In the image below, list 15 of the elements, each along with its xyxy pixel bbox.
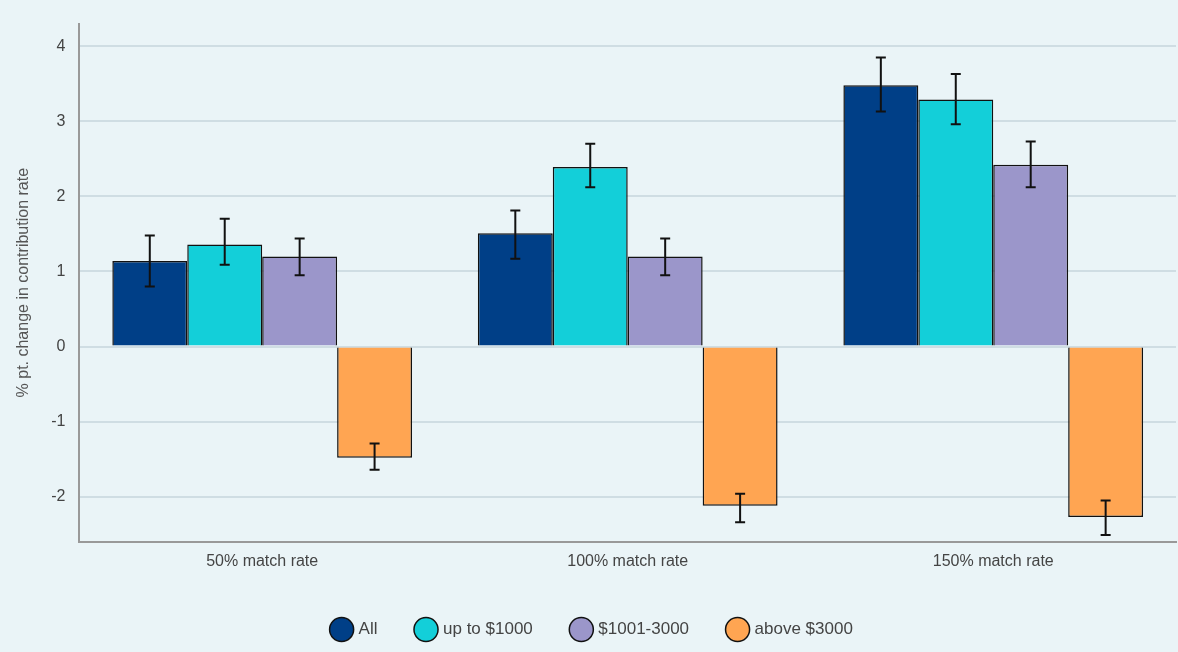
y-tick-label: 1 [56, 261, 66, 279]
y-tick-label: 0 [56, 336, 66, 354]
x-tick-label: 150% match rate [932, 551, 1054, 569]
y-tick-label: -2 [51, 487, 66, 505]
y-tick-label: 4 [56, 36, 66, 54]
x-tick-label: 100% match rate [567, 551, 689, 569]
y-tick-label: 3 [56, 111, 66, 129]
legend-label: up to $1000 [443, 619, 533, 639]
legend-label: above $3000 [754, 619, 853, 639]
legend-label: All [358, 619, 378, 639]
x-tick-label: 50% match rate [206, 551, 319, 569]
y-axis-title: % pt. change in contribution rate [14, 167, 32, 398]
legend-label: $1001-3000 [598, 619, 690, 639]
y-tick-label: -1 [51, 412, 66, 430]
y-tick-label: 2 [56, 186, 66, 204]
